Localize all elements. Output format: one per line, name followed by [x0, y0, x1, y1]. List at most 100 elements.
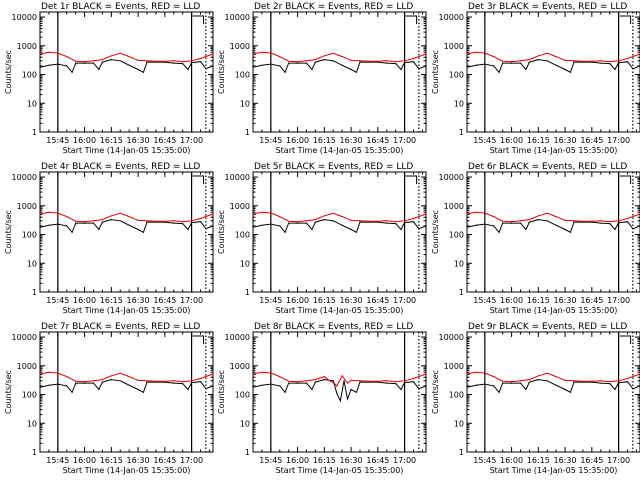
events-data-point — [84, 382, 86, 384]
events-data-point — [626, 381, 629, 383]
x-tick-label: 16:15 — [527, 456, 550, 465]
x-tick-label: 16:45 — [580, 296, 603, 305]
events-data-point — [359, 221, 361, 223]
events-data-point — [614, 388, 616, 391]
x-axis-label: Start Time (14-Jan-05 15:35:00) — [276, 466, 404, 475]
events-data-point — [191, 62, 193, 64]
events-data-point — [418, 68, 420, 70]
x-tick-label: 16:45 — [153, 456, 176, 465]
events-data-point — [66, 65, 68, 67]
lld-data-point — [288, 380, 290, 382]
lld-data-point — [511, 381, 513, 383]
events-data-point — [498, 391, 500, 393]
plot-frame — [252, 11, 427, 133]
lld-data-point — [555, 56, 557, 58]
lld-data-point — [609, 61, 611, 63]
events-data-point — [368, 221, 370, 223]
events-data-point — [475, 384, 477, 386]
events-data-point — [173, 222, 175, 224]
events-data-point — [511, 222, 513, 224]
lld-data-point — [425, 213, 427, 215]
lld-data-point — [128, 376, 130, 378]
lld-data-point — [164, 60, 166, 62]
panel-title: Det 5r BLACK = Events, RED = LLD — [254, 162, 413, 172]
x-axis-label: Start Time (14-Jan-05 15:35:00) — [490, 146, 618, 155]
events-data-point — [142, 231, 144, 233]
lld-data-point — [591, 60, 593, 62]
lld-data-point — [591, 380, 593, 382]
events-data-point — [314, 221, 316, 223]
lld-data-point — [626, 217, 629, 220]
events-data-point — [137, 228, 139, 231]
events-data-point — [137, 388, 139, 391]
events-data-point — [110, 379, 112, 381]
annotation-bracket — [619, 15, 632, 24]
lld-data-point — [110, 55, 112, 57]
events-data-point — [618, 382, 620, 384]
events-data-point — [519, 222, 522, 224]
lld-data-point — [537, 215, 539, 217]
lld-data-point — [182, 221, 184, 223]
events-data-point — [336, 392, 338, 394]
lld-data-point — [173, 220, 175, 222]
lld-data-point — [48, 211, 50, 213]
x-tick-label: 16:15 — [527, 136, 550, 145]
plot-frame — [466, 331, 640, 453]
lld-data-point — [618, 60, 620, 62]
x-tick-label: 17:00 — [393, 136, 416, 145]
lld-data-point — [475, 211, 477, 213]
events-data-point — [48, 384, 50, 386]
x-axis-label: Start Time (14-Jan-05 15:35:00) — [63, 466, 191, 475]
lld-data-point — [164, 220, 166, 222]
lld-data-point — [191, 60, 193, 62]
panel-title: Det 3r BLACK = Events, RED = LLD — [468, 2, 627, 12]
y-tick-label: 1000 — [17, 42, 37, 51]
x-tick-label: 15:45 — [46, 456, 69, 465]
x-tick-label: 16:30 — [554, 456, 577, 465]
events-data-point — [187, 388, 189, 391]
y-tick-label: 10 — [27, 259, 37, 268]
lld-data-point — [75, 220, 77, 222]
y-tick-label: 100 — [235, 71, 250, 80]
x-axis-label: Start Time (14-Jan-05 15:35:00) — [490, 466, 618, 475]
events-data-point — [98, 228, 100, 231]
lld-data-point — [146, 60, 148, 62]
lld-data-point — [564, 219, 566, 221]
events-data-point — [199, 381, 202, 383]
events-data-point — [110, 219, 112, 221]
plot-frame — [39, 11, 214, 133]
chart-panel-9: Det 9r BLACK = Events, RED = LLD 1 10 100 10… — [431, 322, 640, 475]
x-tick-label: 16:00 — [500, 456, 523, 465]
lld-data-point — [84, 221, 86, 223]
events-data-point — [377, 61, 379, 63]
y-tick-label: 10 — [27, 419, 37, 428]
events-data-point — [339, 400, 341, 402]
events-data-point — [39, 66, 41, 68]
events-data-point — [146, 61, 148, 63]
lld-data-point — [261, 371, 263, 373]
events-data-point — [564, 388, 566, 391]
plot-frame — [252, 171, 427, 293]
x-tick-label: 16:15 — [527, 296, 550, 305]
chart-panel-8: Det 8r BLACK = Events, RED = LLD 1 10 100 10… — [217, 322, 427, 475]
events-data-point — [546, 380, 548, 382]
events-data-point — [311, 228, 313, 231]
events-data-point — [92, 382, 95, 384]
lld-data-point — [377, 220, 379, 222]
lld-data-point — [412, 377, 415, 380]
plot-frame — [39, 171, 214, 293]
lld-data-point — [323, 376, 325, 378]
lld-data-point — [191, 220, 193, 222]
lld-data-point — [212, 373, 214, 375]
lld-data-point — [341, 375, 343, 377]
x-tick-label: 15:45 — [473, 296, 496, 305]
x-tick-label: 16:15 — [100, 296, 123, 305]
panel-title: Det 9r BLACK = Events, RED = LLD — [468, 322, 627, 332]
events-data-point — [493, 225, 495, 227]
lld-data-point — [377, 60, 379, 62]
lld-data-point — [314, 59, 316, 61]
lld-data-point — [270, 372, 272, 374]
events-data-point — [528, 61, 531, 63]
plot-frame — [252, 331, 427, 453]
events-data-point — [582, 61, 584, 63]
